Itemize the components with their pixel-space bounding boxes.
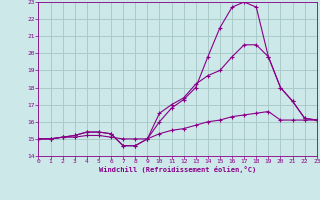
X-axis label: Windchill (Refroidissement éolien,°C): Windchill (Refroidissement éolien,°C) [99, 166, 256, 173]
